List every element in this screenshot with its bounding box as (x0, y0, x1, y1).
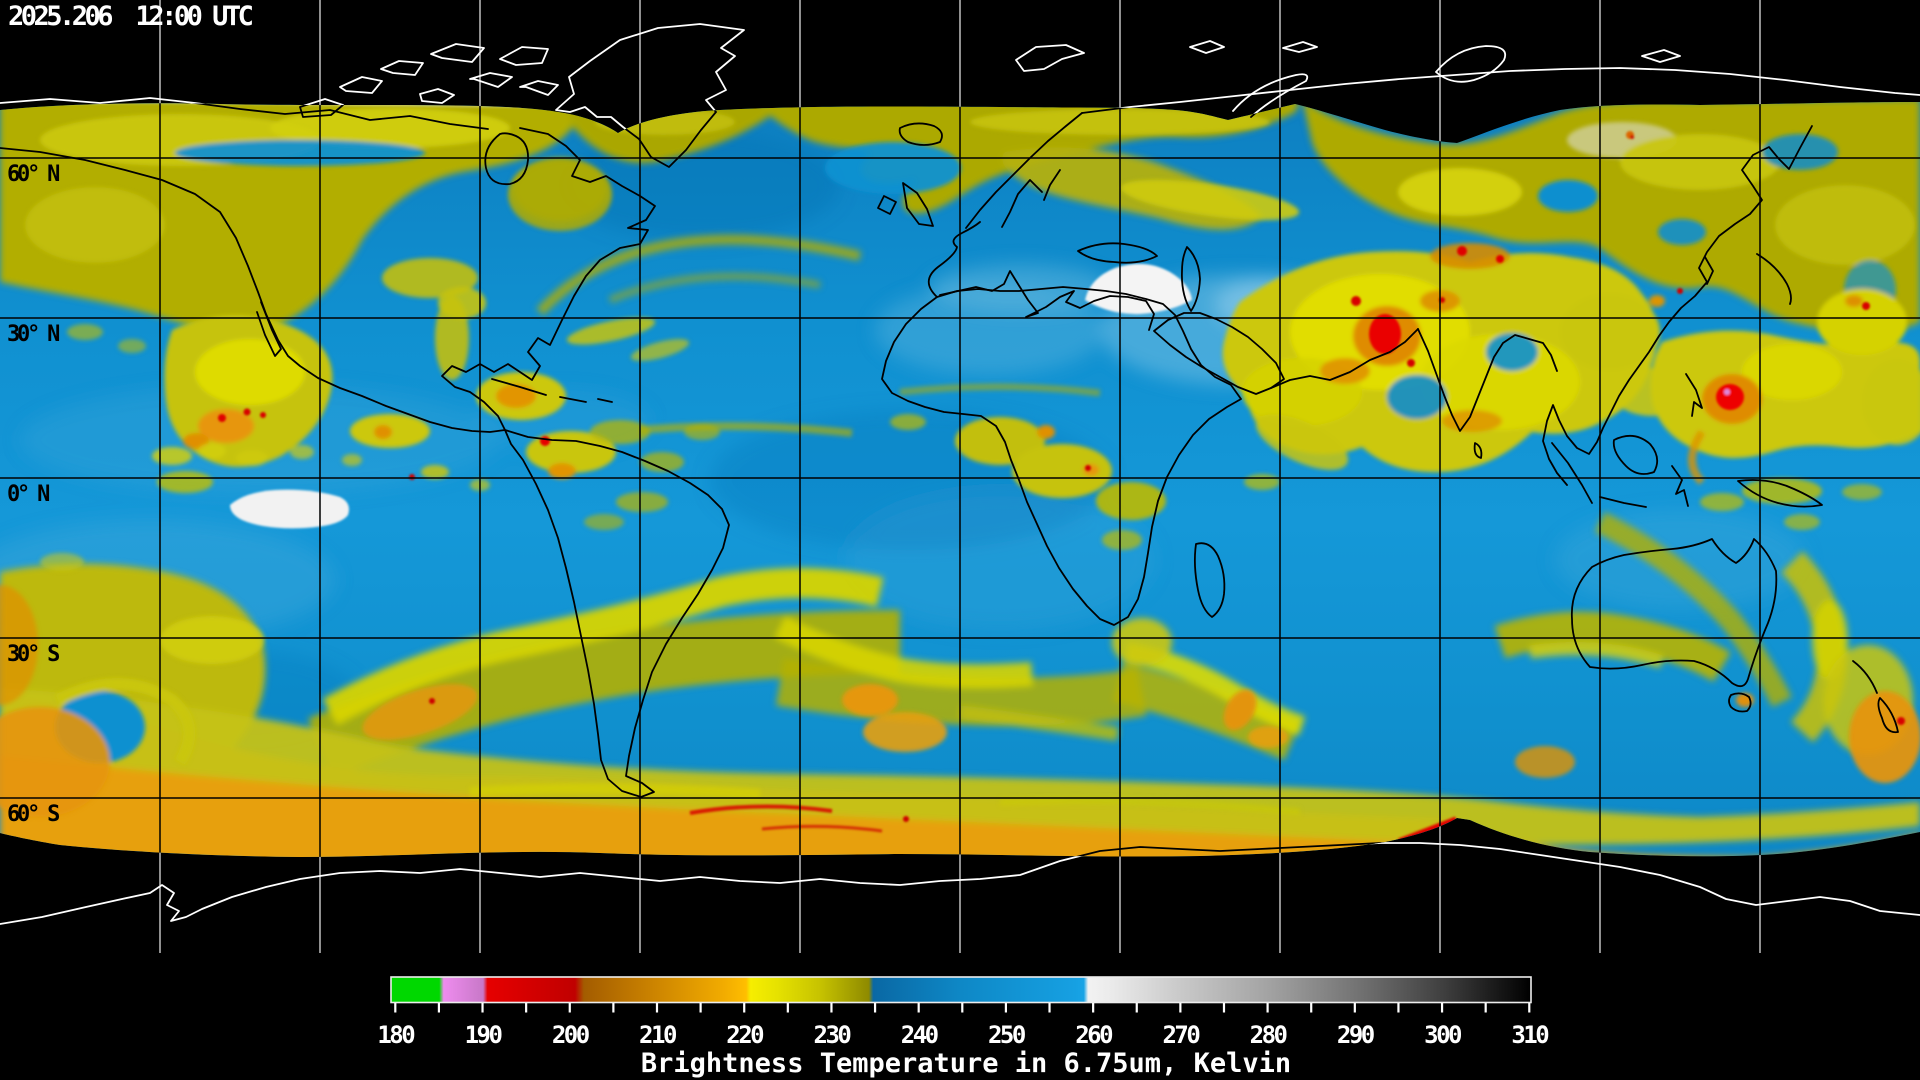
colorbar-tick-label: 240 (901, 1021, 939, 1049)
convection-cells (0, 108, 1920, 817)
colorbar-tick-label: 310 (1511, 1021, 1549, 1049)
colorbar-tick-label: 200 (552, 1021, 590, 1049)
colorbar-tick-label: 280 (1250, 1021, 1288, 1049)
colorbar-tick-label: 190 (465, 1021, 503, 1049)
timestamp: 2025.206 12:00 UTC (8, 1, 253, 32)
lat-label-0n: 0° N (7, 482, 49, 507)
colorbar-tick-label: 210 (639, 1021, 677, 1049)
graticule-map (0, 0, 1920, 960)
colorbar-tick-label: 250 (988, 1021, 1026, 1049)
colorbar: 180 190 200 210 220 230 240 250 260 270 280 290 300 3… (377, 976, 1552, 1079)
colorbar-tick-label: 300 (1424, 1021, 1462, 1049)
colorbar-tick-label: 230 (814, 1021, 852, 1049)
cold-cloud-cores (0, 102, 1905, 844)
lat-label-60s: 60° S (7, 802, 59, 827)
colorbar-caption: Brightness Temperature in 6.75um, Kelvin (641, 1048, 1291, 1079)
lat-label-30n: 30° N (7, 322, 59, 347)
lat-label-60n: 60° N (7, 162, 59, 187)
lat-label-30s: 30° S (7, 642, 59, 667)
colorbar-tick-label: 180 (377, 1021, 415, 1049)
colorbar-ticks (394, 1003, 1531, 1013)
colorbar-gradient-bar (390, 976, 1532, 1004)
colorbar-tick-label: 270 (1162, 1021, 1200, 1049)
colorbar-tick-label: 220 (726, 1021, 764, 1049)
colorbar-tick-label: 260 (1075, 1021, 1113, 1049)
cold-overshoot-white-turkey (1085, 263, 1192, 315)
colorbar-tick-labels: 180 190 200 210 220 230 240 250 260 270 280 290 300 3… (377, 1021, 1551, 1049)
colorbar-tick-label: 290 (1337, 1021, 1375, 1049)
